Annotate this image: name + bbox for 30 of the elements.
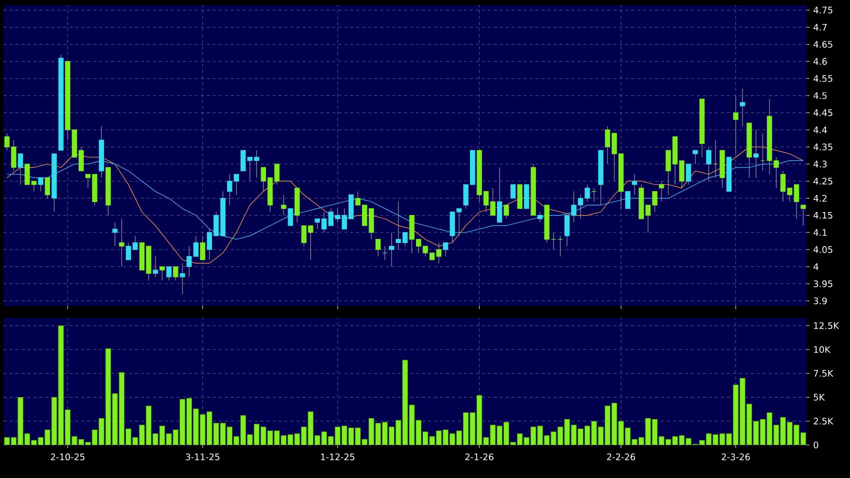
y-tick-label: 4.65 [814,40,832,48]
y-tick-label: 4.1 [814,229,827,236]
y-tick-label: 4.2 [814,194,826,202]
x-tick-label: 2-2-26 [607,454,636,460]
y-tick-label: 4.45 [814,109,832,116]
y-tick-label: 3.9 [814,297,827,304]
x-tick-label: 2-1-26 [465,454,494,460]
x-tick-label: 2-3-26 [722,454,750,460]
y-tick-label: 2.5K [814,418,834,425]
x-tick-label: 2-10-25 [50,454,84,460]
y-tick-label: 4.75 [814,6,832,14]
y-tick-label: 4.35 [814,144,832,150]
y-tick-label: 4.55 [814,75,832,82]
y-tick-label: 4.05 [814,246,832,253]
y-tick-label: 4 [814,263,818,270]
y-tick-label: 4.15 [814,212,832,219]
y-tick-label: 7.5K [814,370,834,377]
y-tick-label: 12.5K [814,322,840,330]
y-tick-label: 10K [814,346,831,353]
y-tick-label: 4.6 [814,58,827,65]
x-tick-label: 3-11-25 [186,454,220,460]
y-tick-label: 4.25 [814,178,832,185]
y-tick-label: 5K [814,394,825,401]
y-tick-label: 4.3 [814,160,827,168]
y-tick-label: 0 [814,442,818,448]
y-tick-label: 4.5 [814,92,827,99]
y-tick-label: 4.7 [814,24,827,30]
y-tick-label: 3.95 [814,280,832,288]
x-tick-label: 1-12-25 [321,454,354,460]
y-tick-label: 4.4 [814,126,827,134]
